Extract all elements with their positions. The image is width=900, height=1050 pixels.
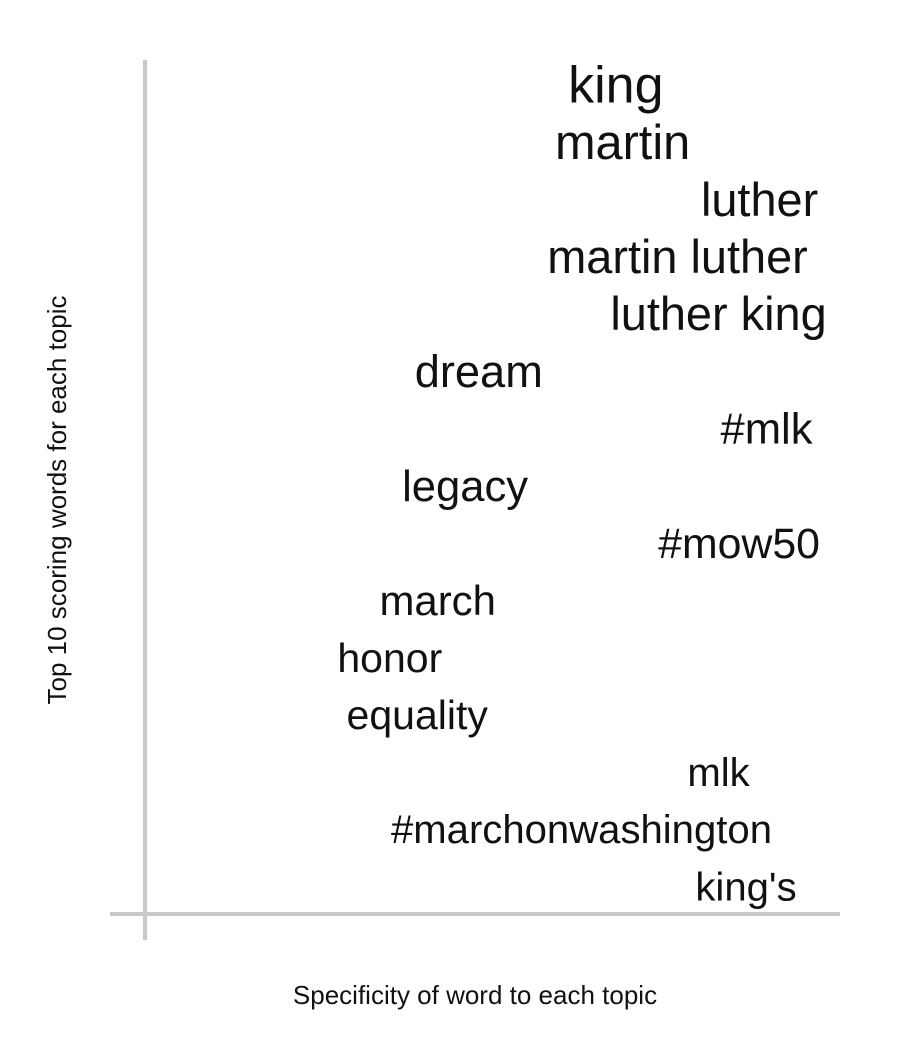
word-label: king — [568, 57, 663, 115]
word-label: mlk — [687, 751, 750, 795]
word-label: luther — [701, 174, 818, 226]
word-label: march — [380, 577, 496, 624]
word-label: martin — [555, 116, 690, 170]
word-label: equality — [347, 692, 489, 738]
word-label: dream — [415, 346, 543, 397]
word-label: honor — [337, 635, 442, 681]
word-label: #marchonwashington — [391, 808, 772, 852]
word-label: luther king — [610, 288, 826, 340]
word-label: martin luther — [547, 231, 808, 283]
x-axis-title: Specificity of word to each topic — [293, 980, 657, 1010]
word-label: legacy — [402, 463, 528, 511]
word-label: #mow50 — [658, 520, 820, 568]
word-label: king's — [695, 865, 796, 909]
y-axis-title: Top 10 scoring words for each topic — [42, 296, 72, 705]
word-label: #mlk — [720, 406, 812, 454]
